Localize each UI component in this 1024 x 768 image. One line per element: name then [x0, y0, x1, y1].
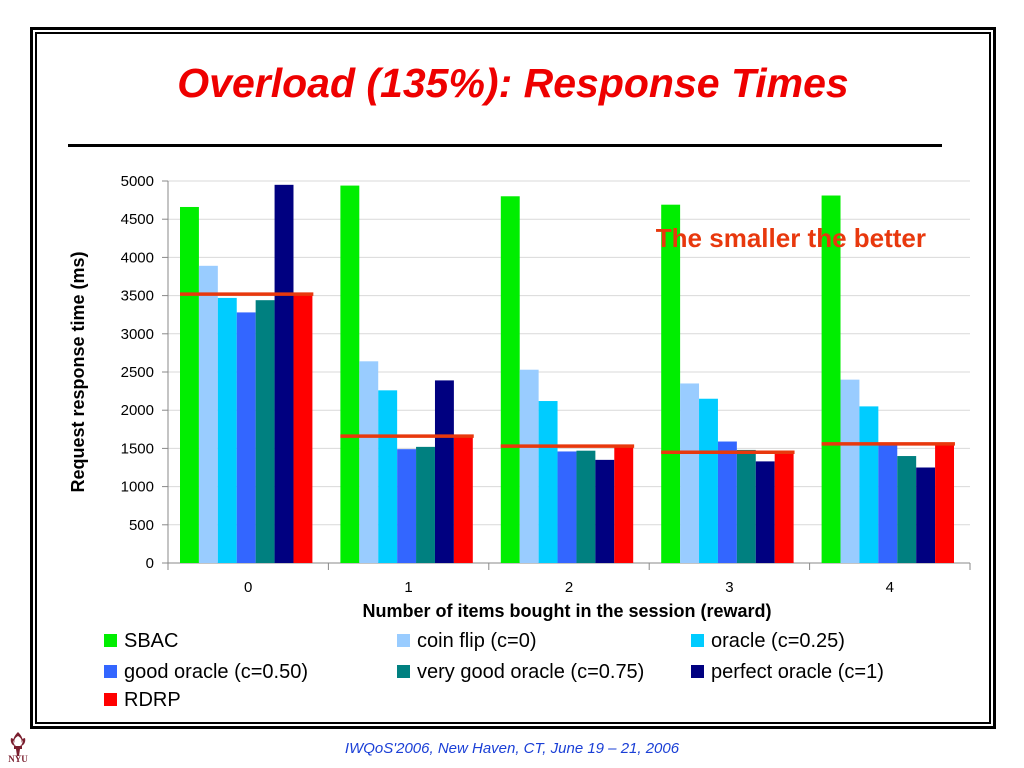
y-tick-label: 500 — [129, 517, 154, 534]
slide-title: Overload (135%): Response Times — [177, 60, 849, 106]
bar — [538, 401, 558, 563]
bar — [774, 452, 794, 563]
slide-frame-outer — [30, 27, 996, 729]
bar — [217, 297, 237, 563]
legend-label: RDRP — [124, 689, 181, 711]
bar — [434, 380, 454, 563]
title-divider — [68, 144, 942, 147]
y-tick-label: 2500 — [121, 364, 154, 381]
bar — [699, 398, 718, 563]
bar — [236, 312, 256, 563]
bar — [661, 204, 681, 563]
legend-label: perfect oracle (c=1) — [711, 661, 884, 683]
x-tick-label: 1 — [404, 579, 412, 596]
slide-footer: IWQoS'2006, New Haven, CT, June 19 – 21,… — [344, 740, 680, 757]
bar — [680, 383, 700, 563]
bar — [453, 436, 473, 563]
bar — [821, 195, 841, 564]
x-tick-label: 3 — [725, 579, 733, 596]
legend-swatch — [104, 634, 117, 647]
bar — [916, 467, 936, 563]
bar — [255, 300, 275, 563]
x-tick-label: 0 — [244, 579, 252, 596]
y-tick-label: 2000 — [121, 402, 154, 419]
legend-label: SBAC — [124, 630, 178, 652]
legend-swatch — [104, 665, 117, 678]
legend-swatch — [691, 665, 704, 678]
legend-swatch — [397, 665, 410, 678]
y-tick-label: 1500 — [121, 440, 154, 457]
nyu-torch-logo — [10, 732, 26, 756]
y-axis-label: Request response time (ms) — [68, 251, 88, 492]
bar — [359, 361, 379, 563]
bar — [340, 185, 360, 564]
bar — [274, 184, 294, 563]
bar — [840, 379, 860, 563]
y-tick-label: 0 — [146, 555, 154, 572]
bar — [416, 446, 435, 563]
legend-swatch — [104, 693, 117, 706]
bar — [935, 443, 954, 563]
bar — [595, 459, 615, 563]
bar — [614, 446, 634, 563]
y-tick-label: 3500 — [121, 288, 154, 305]
bar — [557, 451, 577, 563]
y-tick-label: 3000 — [121, 326, 154, 343]
annotation-smaller-better: The smaller the better — [656, 223, 926, 253]
bar — [293, 294, 313, 563]
bar — [859, 406, 879, 563]
bar — [878, 445, 898, 563]
bar — [397, 449, 417, 563]
legend-label: oracle (c=0.25) — [711, 630, 845, 652]
y-tick-label: 4500 — [121, 211, 154, 228]
logo-label: NYU — [8, 754, 28, 764]
bar — [897, 456, 917, 563]
bar — [198, 265, 218, 563]
bar — [500, 196, 520, 563]
bar — [378, 390, 398, 563]
bar — [519, 369, 539, 563]
x-tick-label: 4 — [886, 579, 894, 596]
legend-swatch — [691, 634, 704, 647]
legend-label: very good oracle (c=0.75) — [417, 661, 644, 683]
y-tick-label: 1000 — [121, 479, 154, 496]
y-tick-label: 4000 — [121, 249, 154, 266]
x-axis-label: Number of items bought in the session (r… — [362, 601, 771, 621]
bar — [180, 206, 199, 563]
bar — [576, 450, 596, 563]
legend-label: coin flip (c=0) — [417, 630, 537, 652]
slide-frame-inner — [35, 32, 991, 724]
bar — [717, 441, 737, 563]
bar — [755, 461, 775, 563]
x-tick-label: 2 — [565, 579, 573, 596]
bar — [736, 449, 756, 563]
legend-label: good oracle (c=0.50) — [124, 661, 308, 683]
y-tick-label: 5000 — [121, 173, 154, 190]
legend-swatch — [397, 634, 410, 647]
